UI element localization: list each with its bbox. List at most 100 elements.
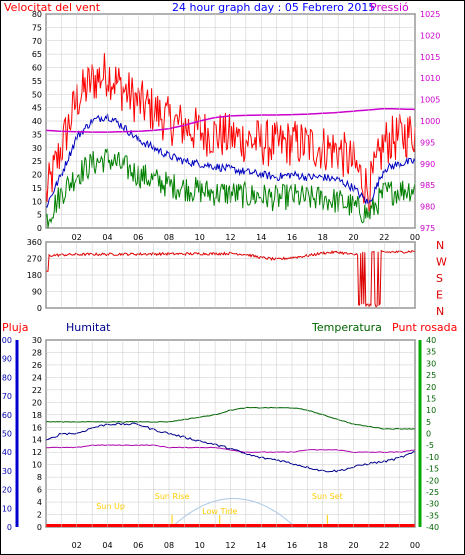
direction-y-tick: 180 [27, 271, 42, 280]
dewpoint-label: Punt rosada [392, 321, 457, 334]
x-tick-label: 08 [164, 541, 174, 550]
humidity-y-tick: 22 [32, 386, 42, 395]
pressure-y-tick: 1020 [420, 31, 440, 40]
x-tick-label: 20 [348, 541, 358, 550]
humidity-y-tick: 14 [32, 436, 42, 445]
humidity-y-tick: 6 [37, 486, 42, 495]
direction-y-tick: 360 [27, 238, 42, 247]
humidity-y-tick: 28 [32, 348, 42, 357]
direction-y-tick: 90 [32, 288, 42, 297]
temperature-label: Temperatura [311, 321, 382, 334]
wind-speed-label: Velocitat del vent [4, 1, 101, 14]
rain-label: Pluja [2, 321, 28, 334]
pressure-y-tick: 975 [420, 224, 435, 233]
temperature-y-tick: 5 [426, 418, 431, 427]
temperature-y-tick: -25 [426, 488, 439, 497]
pressure-y-tick: 985 [420, 181, 435, 190]
temperature-y-tick: -35 [426, 511, 439, 520]
rain-y-tick: 100 [0, 336, 12, 345]
x-tick-label: 18 [318, 233, 328, 242]
rain-y-tick: 80 [2, 373, 12, 382]
temperature-y-tick: 15 [426, 394, 436, 403]
wind-y-tick: 30 [32, 144, 42, 153]
rain-y-tick: 60 [2, 411, 12, 420]
x-tick-label: 02 [72, 233, 82, 242]
wind-y-tick: 45 [32, 104, 42, 113]
compass-label: S [436, 272, 443, 285]
temperature-y-tick: 0 [426, 430, 431, 439]
x-tick-label: 10 [195, 233, 205, 242]
pressure-label: Pressió [370, 1, 409, 14]
pressure-y-tick: 990 [420, 160, 435, 169]
rain-y-tick: 30 [2, 467, 12, 476]
direction-y-tick: 0 [37, 304, 42, 313]
pressure-y-tick: 1025 [420, 10, 440, 19]
wind-y-tick: 70 [32, 37, 42, 46]
humidity-y-tick: 24 [32, 373, 42, 382]
rain-y-tick: 90 [2, 355, 12, 364]
pressure-y-tick: 1015 [420, 53, 440, 62]
temperature-y-tick: 20 [426, 383, 436, 392]
humidity-y-tick: 30 [32, 336, 42, 345]
pressure-y-tick: 995 [420, 138, 435, 147]
humidity-y-tick: 26 [32, 361, 42, 370]
wind-y-tick: 25 [32, 157, 42, 166]
compass-label: N [436, 239, 444, 252]
x-tick-label: 12 [225, 541, 235, 550]
wind-y-tick: 20 [32, 171, 42, 180]
x-tick-label: 22 [379, 233, 389, 242]
wind-y-tick: 5 [37, 211, 42, 220]
humidity-y-tick: 2 [37, 511, 42, 520]
temperature-y-tick: 35 [426, 348, 436, 357]
rain-y-tick: 10 [2, 504, 12, 513]
temperature-y-tick: -15 [426, 465, 439, 474]
x-tick-label: 06 [133, 233, 143, 242]
temperature-y-tick: 30 [426, 359, 436, 368]
humidity-y-tick: 8 [37, 473, 42, 482]
compass-label: N [436, 305, 444, 318]
x-tick-label: 12 [225, 233, 235, 242]
rain-y-tick: 50 [2, 430, 12, 439]
humidity-y-tick: 20 [32, 398, 42, 407]
pressure-y-tick: 980 [420, 203, 435, 212]
humidity-y-tick: 16 [32, 423, 42, 432]
x-tick-label: 00 [410, 233, 420, 242]
humidity-y-tick: 12 [32, 448, 42, 457]
rain-y-tick: 40 [2, 448, 12, 457]
x-tick-label: 22 [379, 541, 389, 550]
x-tick-label: 06 [133, 541, 143, 550]
x-tick-label: 08 [164, 233, 174, 242]
temperature-y-tick: 25 [426, 371, 436, 380]
x-tick-label: 02 [72, 541, 82, 550]
x-tick-label: 10 [195, 541, 205, 550]
wind-y-tick: 75 [32, 23, 42, 32]
temperature-y-tick: 10 [426, 406, 436, 415]
pressure-y-tick: 1005 [420, 96, 440, 105]
wind-y-tick: 80 [32, 10, 42, 19]
humidity-y-tick: 4 [37, 498, 42, 507]
direction-y-tick: 270 [27, 255, 42, 264]
rain-y-tick: 70 [2, 392, 12, 401]
compass-label: E [436, 289, 443, 302]
temperature-y-tick: -5 [426, 441, 434, 450]
time-axes: 02 04 06 08 10 12 14 16 18 20 22 00 02 04 06 08 10 12 14 16… [45, 14, 420, 550]
x-tick-label: 00 [410, 541, 420, 550]
temperature-y-tick: -10 [426, 453, 439, 462]
pressure-y-tick: 1010 [420, 74, 440, 83]
x-tick-label: 14 [256, 541, 266, 550]
x-tick-label: 04 [102, 541, 112, 550]
humidity-label: Humitat [66, 321, 111, 334]
humidity-y-tick: 10 [32, 461, 42, 470]
wind-y-tick: 55 [32, 77, 42, 86]
graph-title: 24 hour graph day : 05 Febrero 2015 [172, 1, 375, 14]
x-tick-label: 14 [256, 233, 266, 242]
wind-y-tick: 40 [32, 117, 42, 126]
wind-y-tick: 50 [32, 90, 42, 99]
x-tick-label: 16 [287, 541, 297, 550]
sun-arc [171, 498, 296, 528]
rain-y-tick: 0 [7, 523, 12, 532]
humidity-y-tick: 18 [32, 411, 42, 420]
x-tick-label: 18 [318, 541, 328, 550]
temperature-y-tick: -20 [426, 476, 439, 485]
